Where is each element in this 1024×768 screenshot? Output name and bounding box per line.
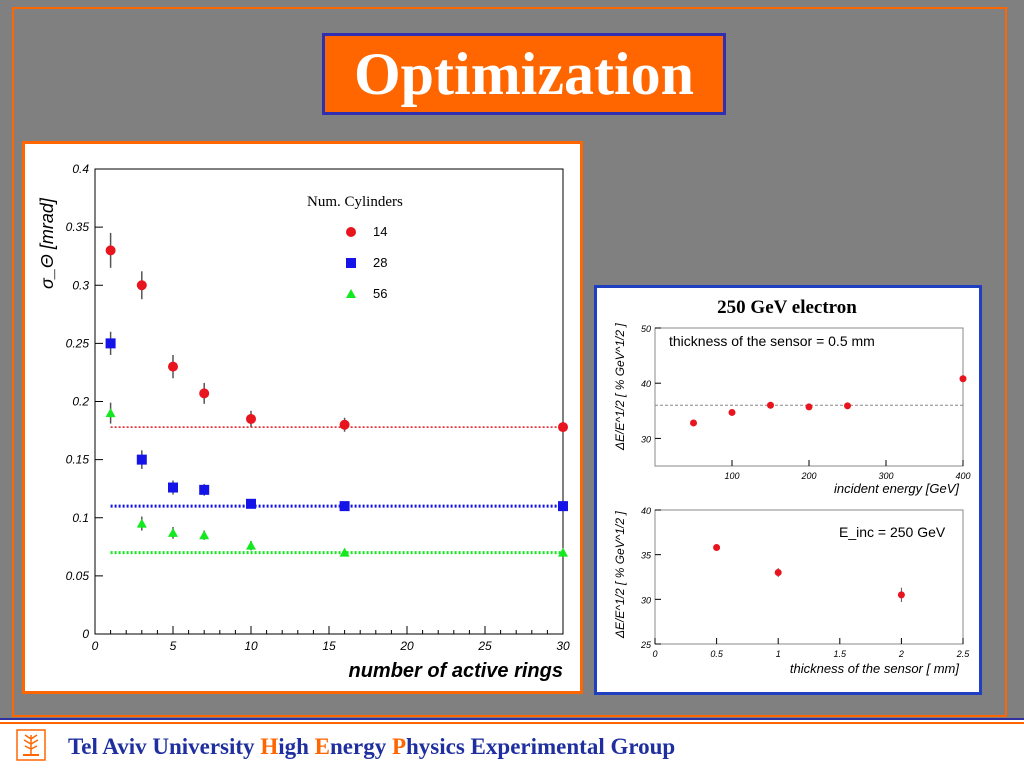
x-tick-label: 100 [724, 471, 739, 481]
y-tick-label: 0.1 [72, 511, 89, 525]
x-tick-label: 15 [322, 639, 336, 653]
x-tick-label: 2 [898, 649, 904, 659]
y-tick-label: 0.2 [72, 395, 89, 409]
footer-divider-orange [0, 722, 1024, 724]
point-56 [199, 530, 210, 540]
legend-marker-14 [346, 227, 356, 237]
slide-title: Optimization [354, 41, 694, 107]
data-point [959, 375, 967, 383]
bottom-plot-frame [654, 509, 964, 645]
rings-chart-panel: 0 0.05 0.1 0.15 0.2 0.25 0.3 0.35 0.4 0 5 10 15 20 25… [22, 141, 583, 694]
x-tick-label: 30 [556, 639, 570, 653]
x-tick-label: 0 [652, 649, 657, 659]
point-14 [339, 419, 350, 430]
point-28 [558, 501, 568, 512]
top-y-axis-label: ΔE/E^1/2 [ % GeV^1/2 ] [613, 323, 627, 451]
x-tick-label: 1 [776, 649, 781, 659]
x-tick-label: 2.5 [956, 649, 971, 659]
y-tick-label: 25 [640, 640, 652, 650]
data-point [728, 408, 736, 416]
point-28 [199, 484, 210, 495]
x-axis-label: number of active rings [349, 660, 564, 682]
y-tick-label: 40 [641, 379, 651, 389]
y-tick-label: 40 [641, 506, 651, 516]
x-tick-label: 200 [800, 471, 816, 481]
data-point [690, 419, 697, 427]
data-point [897, 591, 905, 599]
point-28 [136, 454, 147, 465]
point-56 [136, 518, 147, 528]
point-28 [105, 338, 116, 349]
x-tick-label: 25 [477, 639, 492, 653]
data-point [767, 401, 774, 409]
y-tick-label: 50 [641, 324, 651, 334]
footer-divider-blue [0, 718, 1024, 720]
y-tick-label: 0.15 [66, 453, 90, 467]
bottom-x-axis-label: thickness of the sensor [ mm] [790, 661, 959, 676]
y-tick-label: 30 [641, 434, 651, 444]
point-14 [558, 422, 568, 433]
data-point [774, 569, 782, 577]
plot-frame [94, 168, 564, 635]
point-28 [168, 482, 178, 493]
legend-label-56: 56 [373, 286, 387, 301]
rings-chart: 0 0.05 0.1 0.15 0.2 0.25 0.3 0.35 0.4 0 5 10 15 20 25… [37, 162, 570, 682]
bottom-y-axis-label: ΔE/E^1/2 [ % GeV^1/2 ] [613, 511, 627, 639]
footer-bar [0, 718, 1024, 768]
y-tick-label: 0.25 [66, 336, 90, 350]
university-logo-icon [16, 729, 46, 761]
footer-text: Tel Aviv University High Energy Physics … [68, 734, 676, 759]
point-14 [168, 361, 178, 372]
slide-frame [12, 7, 1007, 717]
point-56 [339, 547, 350, 557]
x-tick-label: 20 [399, 639, 414, 653]
legend-marker-56 [346, 289, 356, 298]
data-point [713, 544, 721, 552]
legend-label-14: 14 [373, 224, 387, 239]
legend-title: Num. Cylinders [307, 194, 403, 210]
x-tick-label: 0 [92, 639, 99, 653]
y-tick-label: 0 [82, 627, 89, 641]
point-56 [105, 408, 116, 418]
y-tick-label: 0.05 [66, 569, 90, 583]
title-box: Optimization [322, 33, 726, 115]
x-tick-label: 10 [244, 639, 258, 653]
y-tick-label: 0.35 [66, 220, 90, 234]
point-14 [246, 413, 256, 424]
data-point [805, 403, 813, 411]
y-tick-label: 30 [641, 595, 651, 605]
legend-label-28: 28 [373, 255, 387, 270]
data-point [844, 402, 851, 410]
x-tick-label: 5 [170, 639, 177, 653]
y-tick-label: 0.4 [72, 162, 89, 176]
electron-charts-panel: 250 GeV electron 30 40 50 100 200 300 400 thi… [594, 285, 982, 695]
y-tick-label: 35 [641, 551, 652, 561]
legend-marker-28 [346, 258, 356, 268]
top-annotation: thickness of the sensor = 0.5 mm [669, 333, 875, 349]
y-tick-label: 0.3 [72, 278, 89, 292]
top-x-axis-label: incident energy [GeV] [834, 481, 959, 496]
bottom-annotation: E_inc = 250 GeV [839, 524, 946, 540]
point-28 [246, 498, 256, 509]
panel-title: 250 GeV electron [717, 297, 857, 318]
point-14 [136, 280, 147, 291]
x-tick-label: 1.5 [834, 649, 848, 659]
point-14 [105, 245, 116, 256]
point-56 [168, 527, 178, 537]
point-56 [558, 547, 568, 557]
y-axis-label: σ_Θ [mrad] [37, 197, 57, 289]
point-14 [199, 388, 210, 399]
x-tick-label: 400 [955, 471, 970, 481]
point-28 [339, 501, 350, 512]
x-tick-label: 300 [878, 471, 893, 481]
point-56 [246, 540, 256, 550]
x-tick-label: 0.5 [710, 649, 724, 659]
